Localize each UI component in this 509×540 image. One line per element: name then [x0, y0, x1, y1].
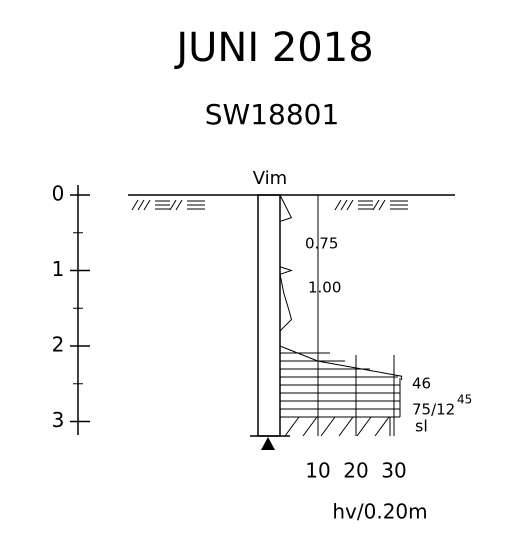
hv-tick-label: 10	[305, 459, 330, 483]
depth-tick-label: 1	[52, 257, 65, 281]
subtitle: SW18801	[205, 98, 340, 131]
hammer-sup: 45	[457, 393, 472, 407]
load-label: 1.00	[308, 279, 341, 297]
hv-axis-label: hv/0.20m	[332, 500, 427, 524]
borehole	[257, 194, 281, 437]
hammer-zone	[280, 352, 401, 437]
hv-profile	[279, 194, 403, 380]
load-label: 0.75	[305, 235, 338, 253]
depth-tick-label: 0	[52, 182, 65, 206]
title: JUNI 2018	[173, 25, 373, 71]
hv-tick-label: 20	[343, 459, 368, 483]
stop-label: sl	[415, 417, 428, 436]
hammer-label: 46	[412, 375, 431, 393]
depth-tick-label: 2	[52, 333, 65, 357]
ground-symbol	[131, 199, 408, 211]
method-label: Vim	[253, 168, 287, 189]
depth-tick-label: 3	[52, 408, 65, 432]
stop-marker	[261, 437, 275, 450]
hammer-label: 75/12	[412, 401, 455, 419]
hv-tick-label: 30	[381, 459, 406, 483]
